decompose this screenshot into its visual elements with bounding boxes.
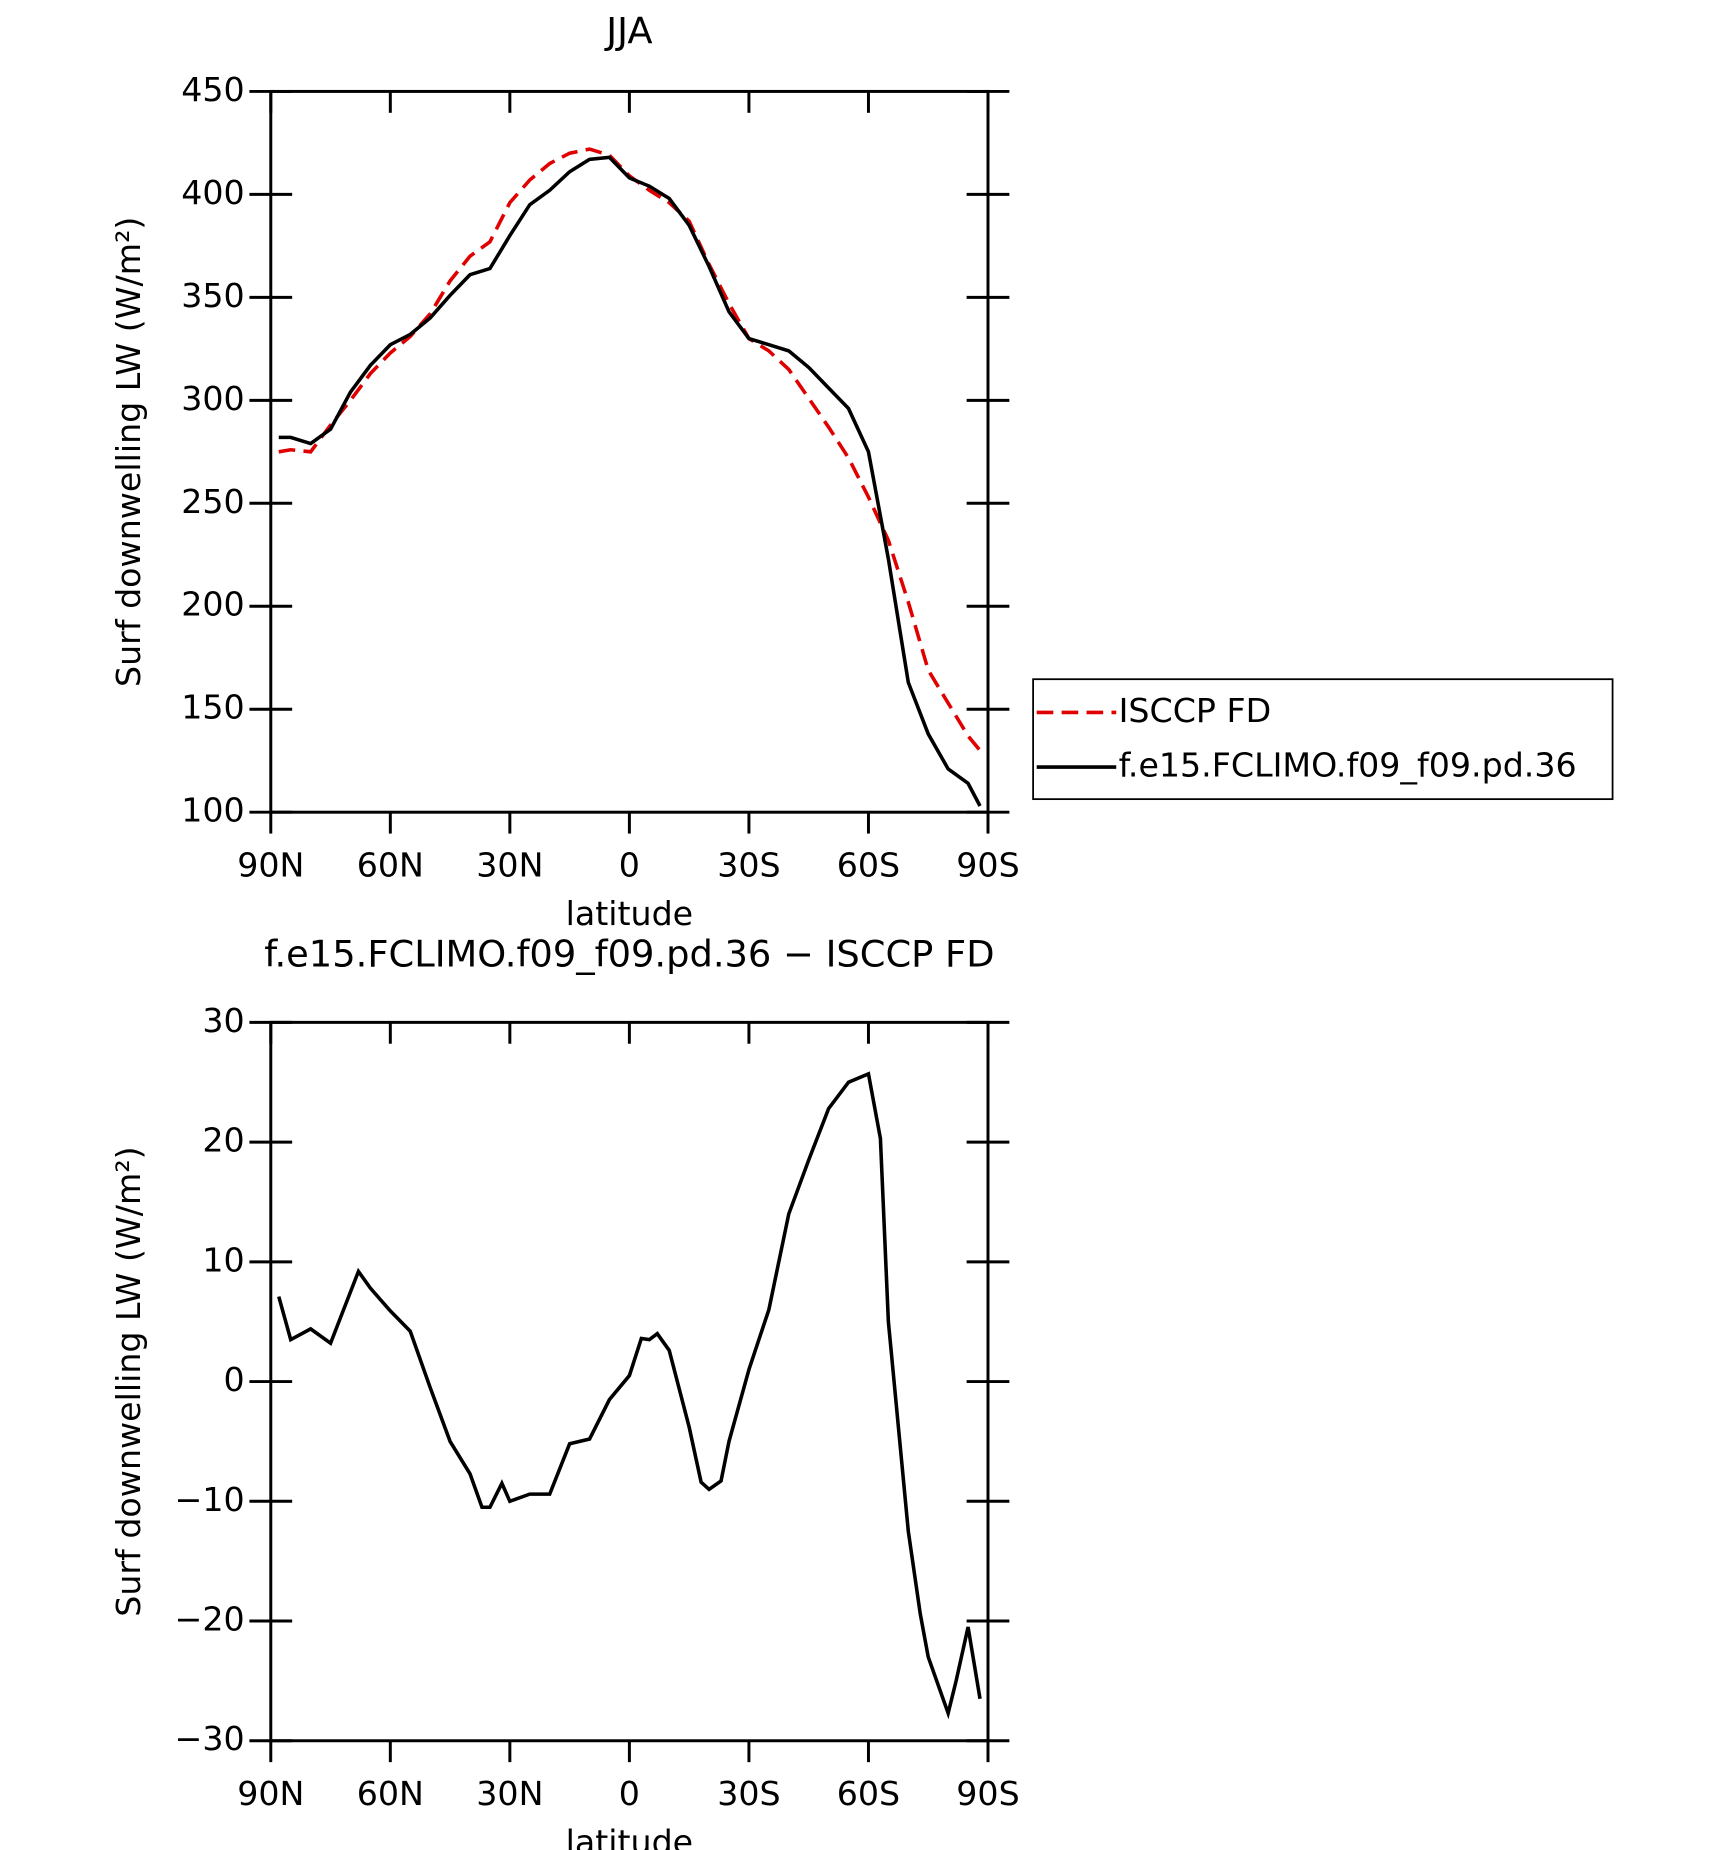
y-tick-label: −10 xyxy=(175,1480,245,1519)
y-tick-label: 10 xyxy=(202,1240,244,1279)
x-tick-label: 90S xyxy=(956,1774,1019,1813)
y-tick-label: 100 xyxy=(181,791,244,830)
chart-title: f.e15.FCLIMO.f09_f09.pd.36 − ISCCP FD xyxy=(264,932,994,975)
x-tick-label: 60N xyxy=(357,845,424,884)
y-tick-label: 150 xyxy=(181,688,244,727)
legend-box xyxy=(1032,678,1614,801)
y-axis-label: Surf downwelling LW (W/m²) xyxy=(109,1146,148,1616)
x-tick-label: 90N xyxy=(237,1774,304,1813)
plot-frame xyxy=(269,89,990,814)
series-line xyxy=(277,1071,982,1720)
x-tick-label: 30N xyxy=(476,1774,543,1813)
y-tick-label: 250 xyxy=(181,482,244,521)
y-tick-label: 200 xyxy=(181,585,244,624)
y-tick-label: 450 xyxy=(181,70,244,109)
y-tick-label: −20 xyxy=(175,1600,245,1639)
x-tick-label: 30S xyxy=(717,845,780,884)
chart-title: JJA xyxy=(604,10,652,53)
x-axis-label: latitude xyxy=(566,1823,694,1850)
y-tick-label: 300 xyxy=(181,379,244,418)
y-tick-label: 400 xyxy=(181,173,244,212)
x-tick-label: 30S xyxy=(717,1774,780,1813)
y-axis-label: Surf downwelling LW (W/m²) xyxy=(109,217,148,687)
y-tick-label: 350 xyxy=(181,276,244,315)
x-tick-label: 90S xyxy=(956,845,1019,884)
y-tick-label: 30 xyxy=(202,1001,244,1040)
x-tick-label: 90N xyxy=(237,845,304,884)
x-axis-label: latitude xyxy=(566,894,694,933)
legend-label: f.e15.FCLIMO.f09_f09.pd.36 xyxy=(1119,746,1577,785)
x-tick-label: 0 xyxy=(619,1774,640,1813)
x-tick-label: 60S xyxy=(837,845,900,884)
x-tick-label: 30N xyxy=(476,845,543,884)
y-tick-label: 20 xyxy=(202,1121,244,1160)
x-tick-label: 0 xyxy=(619,845,640,884)
x-tick-label: 60N xyxy=(357,1774,424,1813)
series-line xyxy=(278,155,982,807)
legend-label: ISCCP FD xyxy=(1119,691,1272,730)
y-tick-label: 0 xyxy=(224,1360,245,1399)
x-tick-label: 60S xyxy=(837,1774,900,1813)
series-line xyxy=(278,147,982,752)
y-tick-label: −30 xyxy=(175,1719,245,1758)
